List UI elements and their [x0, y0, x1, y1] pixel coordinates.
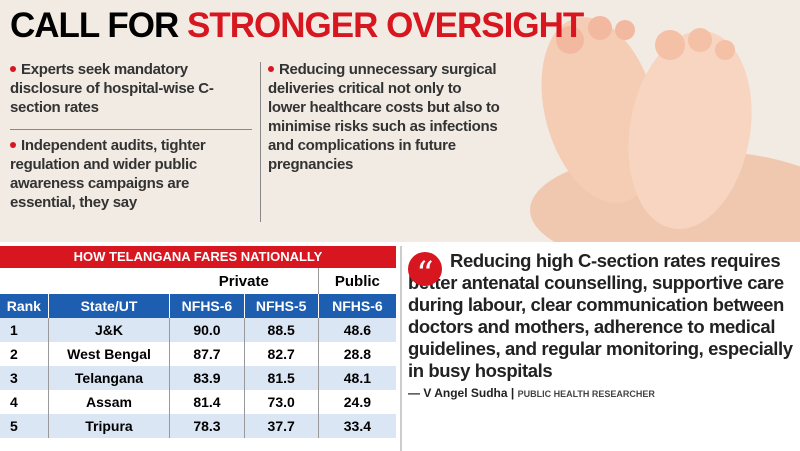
title-black: CALL FOR	[10, 6, 179, 45]
table-cell: 81.4	[169, 390, 245, 414]
quote-text: Reducing high C-section rates requires b…	[408, 250, 793, 381]
column-header: NFHS-6	[169, 294, 245, 318]
quote-role: PUBLIC HEALTH RESEARCHER	[517, 389, 655, 399]
table-cell: West Bengal	[47, 342, 170, 366]
table-cell: 83.9	[169, 366, 245, 390]
column-header: NFHS-5	[243, 294, 319, 318]
top-panel: CALL FOR STRONGER OVERSIGHT Experts seek…	[0, 0, 800, 242]
table-cell: 48.6	[317, 318, 396, 342]
table-cell: 4	[0, 390, 49, 414]
quote-mark: “	[408, 252, 442, 294]
table-cell: 28.8	[317, 342, 396, 366]
bullet: Reducing unnecessary surgical deliveries…	[268, 61, 500, 173]
table-cell: 48.1	[317, 366, 396, 390]
divider	[260, 62, 261, 222]
column-header: NFHS-6	[317, 294, 396, 318]
table-cell: 37.7	[243, 414, 319, 438]
column-header: Rank	[0, 294, 49, 318]
group-header: Public	[317, 268, 396, 294]
bullet: Experts seek mandatory disclosure of hos…	[10, 60, 250, 117]
table-cell: 90.0	[169, 318, 245, 342]
table-cell: 3	[0, 366, 49, 390]
table-cell: 82.7	[243, 342, 319, 366]
table-cell: Tripura	[47, 414, 170, 438]
table: HOW TELANGANA FARES NATIONALLY Private Pu…	[0, 246, 396, 451]
table-cell: 73.0	[243, 390, 319, 414]
table-cell: 5	[0, 414, 49, 438]
table-cell: 87.7	[169, 342, 245, 366]
table-cell: 81.5	[243, 366, 319, 390]
quote: “ Reducing high C-section rates requires…	[408, 250, 793, 400]
table-cell: 1	[0, 318, 49, 342]
table-cell: J&K	[47, 318, 170, 342]
blank	[0, 268, 48, 294]
title: CALL FOR STRONGER OVERSIGHT	[10, 6, 584, 46]
table-cell: 2	[0, 342, 49, 366]
table-cell: Telangana	[47, 366, 170, 390]
blank	[48, 268, 170, 294]
bullet: Independent audits, tighter regulation a…	[10, 136, 250, 212]
column-header: State/UT	[47, 294, 170, 318]
table-cell: Assam	[47, 390, 170, 414]
quote-author: — V Angel Sudha	[408, 386, 508, 400]
table-title: HOW TELANGANA FARES NATIONALLY	[0, 246, 396, 268]
baby-feet-image	[530, 16, 800, 242]
table-cell: 33.4	[317, 414, 396, 438]
group-header: Private	[218, 272, 269, 290]
divider	[400, 246, 402, 451]
table-cell: 78.3	[169, 414, 245, 438]
table-cell: 24.9	[317, 390, 396, 414]
data-table: Private Public Rank State/UT NFHS-6 NFHS-5 NFH…	[0, 268, 396, 438]
table-cell: 88.5	[243, 318, 319, 342]
divider	[10, 129, 252, 130]
title-red: STRONGER OVERSIGHT	[187, 6, 584, 45]
